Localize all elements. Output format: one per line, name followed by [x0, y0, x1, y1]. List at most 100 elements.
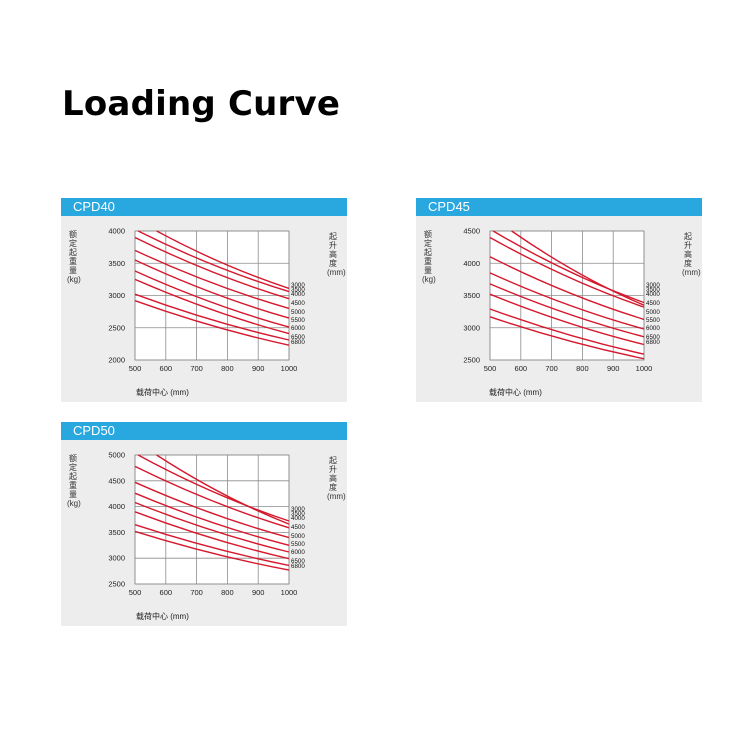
y-tick-label: 4000	[463, 259, 480, 268]
x-tick-label: 500	[129, 588, 142, 597]
series-label-6500: 6500	[646, 334, 660, 341]
series-line-6500	[134, 293, 290, 341]
chart-panel-cpd45: CPD45 500 600 700 800 900 1000 4500 4000 3500 300…	[416, 198, 702, 402]
series-label-6000: 6000	[291, 549, 305, 556]
series-line-4500	[134, 249, 290, 310]
series-line-4500	[489, 256, 645, 321]
x-tick-label: 600	[515, 364, 528, 373]
x-tick-label: 500	[484, 364, 497, 373]
series-label-6800: 6800	[291, 339, 305, 346]
chart-svg: 500 600 700 800 900 1000450040003500300025003…	[463, 227, 660, 374]
x-axis-label: 载荷中心 (mm)	[489, 388, 542, 397]
series-line-5500	[134, 270, 290, 328]
series-line-3000	[492, 230, 645, 304]
x-tick-label: 900	[252, 588, 265, 597]
chart-title: CPD45	[416, 198, 702, 216]
x-tick-label: 900	[252, 364, 265, 373]
series-label-4000: 4000	[646, 291, 660, 298]
series-label-3500: 3500	[291, 511, 305, 518]
x-tick-label: 700	[190, 364, 203, 373]
x-axis-label: 载荷中心 (mm)	[136, 612, 189, 621]
series-line-5500	[489, 283, 645, 338]
series-label-5000: 5000	[646, 309, 660, 316]
chart-title: CPD40	[61, 198, 347, 216]
series-line-4000	[134, 465, 290, 529]
series-label-5500: 5500	[291, 317, 305, 324]
x-tick-label: 1000	[281, 588, 298, 597]
series-label-6500: 6500	[291, 334, 305, 341]
series-label-3000: 3000	[291, 282, 305, 289]
series-line-3500	[156, 230, 290, 290]
x-tick-label: 700	[190, 588, 203, 597]
plot-frame	[489, 230, 645, 361]
series-line-6000	[134, 278, 290, 335]
series-label-6800: 6800	[291, 563, 305, 570]
y-tick-label: 4500	[463, 227, 480, 236]
y-tick-label: 3500	[108, 528, 125, 537]
right-axis-label: 起升高度 (mm)	[682, 232, 701, 277]
series-label-5500: 5500	[291, 541, 305, 548]
x-tick-label: 500	[129, 364, 142, 373]
series-label-6000: 6000	[291, 325, 305, 332]
x-tick-label: 700	[545, 364, 558, 373]
y-tick-label: 3000	[108, 554, 125, 563]
series-line-4000	[489, 236, 645, 308]
series-label-4500: 4500	[646, 300, 660, 307]
x-tick-label: 900	[607, 364, 620, 373]
series-label-4000: 4000	[291, 515, 305, 522]
y-axis-label: 额定起重量 (kg)	[67, 230, 81, 284]
series-label-6800: 6800	[646, 339, 660, 346]
y-tick-label: 4000	[108, 502, 125, 511]
series-line-6800	[489, 316, 645, 360]
y-tick-label: 3500	[108, 259, 125, 268]
series-line-3500	[511, 230, 645, 306]
x-tick-label: 800	[576, 364, 589, 373]
series-line-5000	[489, 272, 645, 330]
series-label-3000: 3000	[646, 282, 660, 289]
y-tick-label: 2500	[463, 356, 480, 365]
y-axis-label: 额定起重量 (kg)	[67, 454, 81, 508]
right-axis-label: 起升高度 (mm)	[327, 232, 346, 277]
series-line-6000	[489, 293, 645, 346]
series-line-4000	[134, 236, 290, 300]
x-tick-label: 600	[160, 364, 173, 373]
series-label-3500: 3500	[646, 287, 660, 294]
chart-svg: 500 600 700 800 900 1000400035003000250020003…	[108, 227, 305, 374]
y-tick-label: 3000	[108, 291, 125, 300]
x-tick-label: 1000	[636, 364, 653, 373]
x-tick-label: 800	[221, 588, 234, 597]
series-label-6500: 6500	[291, 558, 305, 565]
series-line-5000	[134, 492, 290, 546]
series-line-6000	[134, 511, 290, 560]
series-line-3500	[156, 454, 290, 525]
chart-title: CPD50	[61, 422, 347, 440]
series-line-5000	[134, 259, 290, 319]
chart-panel-cpd50: CPD50 500 600 700 800 900 1000 5000 4500 4000 350…	[61, 422, 347, 626]
y-tick-label: 3000	[463, 323, 480, 332]
y-tick-label: 5000	[108, 451, 125, 460]
series-label-6000: 6000	[646, 325, 660, 332]
chart-panel-cpd40: CPD40 500 600 700 800 900 1000 4000 3500 3000 250…	[61, 198, 347, 402]
y-axis-label: 额定起重量 (kg)	[422, 230, 436, 284]
y-tick-label: 2500	[108, 323, 125, 332]
chart-svg: 500 600 700 800 900 1000500045004000350030002…	[108, 451, 305, 598]
y-tick-label: 2500	[108, 580, 125, 589]
y-tick-label: 4000	[108, 227, 125, 236]
x-tick-label: 1000	[281, 364, 298, 373]
series-label-5500: 5500	[646, 317, 660, 324]
plot-frame	[134, 454, 290, 585]
y-tick-label: 3500	[463, 291, 480, 300]
series-line-6500	[489, 308, 645, 355]
series-label-5000: 5000	[291, 533, 305, 540]
series-label-3500: 3500	[291, 287, 305, 294]
y-tick-label: 4500	[108, 476, 125, 485]
x-tick-label: 600	[160, 588, 173, 597]
series-label-3000: 3000	[291, 506, 305, 513]
x-tick-label: 800	[221, 364, 234, 373]
series-line-6800	[134, 300, 290, 346]
right-axis-label: 起升高度 (mm)	[327, 456, 346, 501]
plot-frame	[134, 230, 290, 361]
page-title: Loading Curve	[62, 84, 341, 124]
plot-area	[135, 455, 289, 584]
series-line-5500	[134, 501, 290, 553]
